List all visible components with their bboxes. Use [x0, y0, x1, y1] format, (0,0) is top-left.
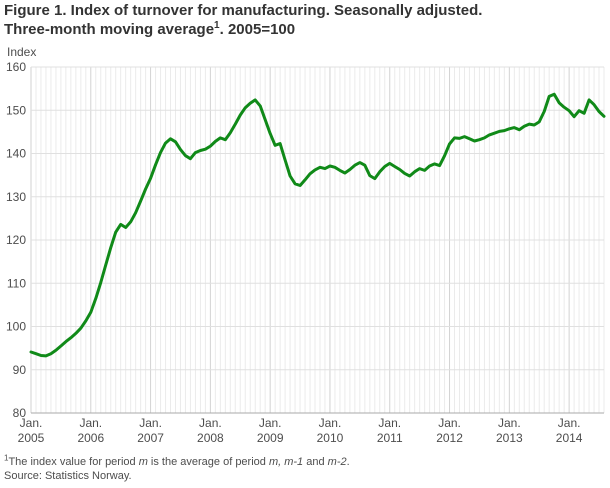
x-tick-label-month: Jan.	[139, 416, 162, 430]
x-tick-labels: Jan.2005Jan.2006Jan.2007Jan.2008Jan.2009…	[18, 416, 583, 445]
figure-title-line1: Figure 1. Index of turnover for manufact…	[4, 2, 483, 19]
y-tick-label: 90	[13, 363, 27, 377]
x-tick-label-month: Jan.	[558, 416, 581, 430]
x-tick-label-year: 2014	[556, 431, 583, 445]
y-tick-label: 80	[13, 406, 27, 420]
x-tick-label-year: 2008	[197, 431, 224, 445]
x-tick-label-year: 2007	[137, 431, 164, 445]
figure-title: Figure 1. Index of turnover for manufact…	[4, 1, 606, 39]
x-tick-label-month: Jan.	[498, 416, 521, 430]
title-footnote-marker: 1	[214, 20, 220, 31]
x-tick-label-year: 2013	[496, 431, 523, 445]
chart-footer: 1The index value for period m is the ave…	[4, 453, 606, 483]
figure-title-line2: Three-month moving average1. 2005=100	[4, 20, 296, 39]
data-line	[29, 92, 606, 358]
y-tick-labels: 80 90 100 110 120 130 140 150 160	[6, 60, 26, 420]
footnote: 1The index value for period m is the ave…	[4, 453, 350, 468]
y-axis-unit-label: Index	[7, 45, 37, 59]
x-tick-label-month: Jan.	[378, 416, 401, 430]
x-tick-label-year: 2010	[317, 431, 344, 445]
y-tick-label: 160	[6, 60, 26, 74]
x-tick-label-year: 2006	[77, 431, 104, 445]
source-note: Source: Statistics Norway.	[4, 470, 132, 482]
grid-lines	[30, 66, 605, 414]
y-tick-label: 140	[6, 147, 26, 161]
x-tick-label-month: Jan.	[199, 416, 222, 430]
x-tick-label-year: 2005	[18, 431, 45, 445]
x-tick-label-month: Jan.	[319, 416, 342, 430]
y-tick-label: 100	[6, 320, 26, 334]
data-line-group	[29, 92, 606, 358]
x-tick-label-month: Jan.	[259, 416, 282, 430]
y-tick-label: 110	[7, 276, 26, 290]
y-tick-label: 150	[6, 103, 26, 117]
y-tick-label: 130	[6, 190, 26, 204]
x-tick-label-month: Jan.	[20, 416, 43, 430]
x-tick-label-month: Jan.	[79, 416, 102, 430]
x-tick-label-month: Jan.	[438, 416, 461, 430]
y-tick-label: 120	[6, 233, 26, 247]
x-tick-label-year: 2012	[436, 431, 463, 445]
x-tick-label-year: 2011	[377, 431, 403, 445]
x-tick-label-year: 2009	[257, 431, 284, 445]
